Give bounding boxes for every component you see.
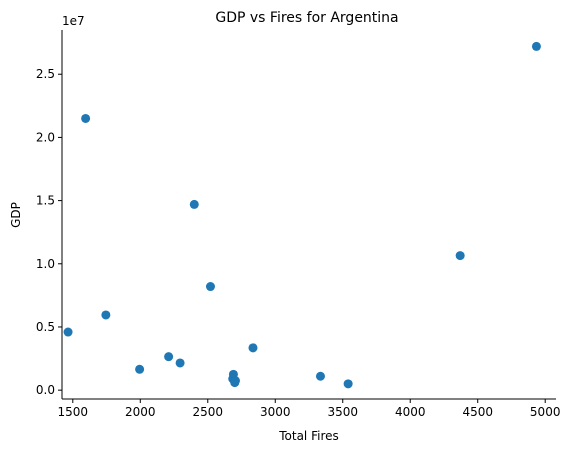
data-point bbox=[455, 251, 465, 261]
data-point bbox=[101, 310, 111, 320]
data-points bbox=[63, 41, 541, 389]
x-tick-label: 4500 bbox=[462, 405, 493, 419]
x-tick-label: 1500 bbox=[58, 405, 89, 419]
x-ticks: 1500 2000 2500 3000 3500 4000 4500 5000 bbox=[58, 399, 561, 419]
data-point bbox=[205, 282, 215, 292]
y-tick-label: 0.5 bbox=[36, 320, 55, 334]
data-point bbox=[164, 352, 174, 362]
data-point bbox=[230, 376, 240, 386]
x-tick-label: 2500 bbox=[192, 405, 223, 419]
chart-title: GDP vs Fires for Argentina bbox=[215, 10, 398, 26]
data-point bbox=[343, 379, 353, 389]
y-tick-label: 0.0 bbox=[36, 383, 55, 397]
y-tick-label: 2.5 bbox=[36, 67, 55, 81]
data-point bbox=[531, 41, 541, 51]
y-ticks: 0.0 0.5 1.0 1.5 2.0 2.5 bbox=[36, 67, 62, 397]
data-point bbox=[81, 113, 91, 123]
data-point bbox=[315, 371, 325, 381]
data-point bbox=[63, 327, 73, 337]
data-point bbox=[135, 364, 145, 374]
x-tick-label: 3500 bbox=[327, 405, 358, 419]
y-offset-label: 1e7 bbox=[62, 14, 85, 28]
y-axis-label: GDP bbox=[9, 202, 23, 228]
x-tick-label: 4000 bbox=[395, 405, 426, 419]
x-tick-label: 2000 bbox=[125, 405, 156, 419]
plot-area: 1500 2000 2500 3000 3500 4000 4500 5000 0.0 0.5 1… bbox=[36, 30, 561, 419]
y-tick-label: 1.0 bbox=[36, 257, 55, 271]
data-point bbox=[175, 358, 185, 368]
data-point bbox=[189, 199, 199, 209]
x-axis-label: Total Fires bbox=[278, 429, 339, 443]
y-tick-label: 2.0 bbox=[36, 130, 55, 144]
x-tick-label: 3000 bbox=[260, 405, 291, 419]
y-tick-label: 1.5 bbox=[36, 194, 55, 208]
data-point bbox=[248, 343, 258, 353]
x-tick-label: 5000 bbox=[530, 405, 561, 419]
